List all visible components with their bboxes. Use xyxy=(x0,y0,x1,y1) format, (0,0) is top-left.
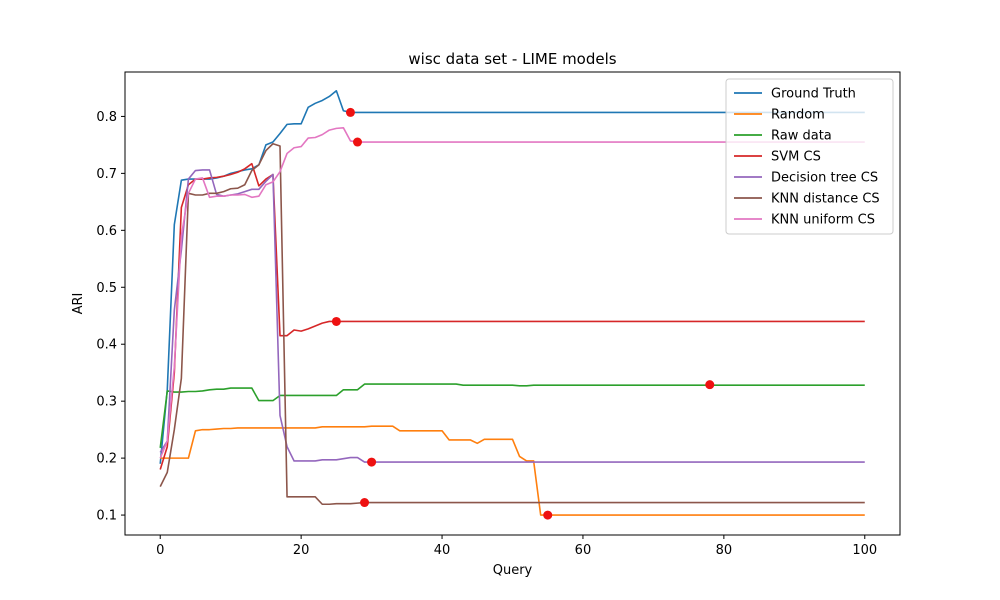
legend-label: Ground Truth xyxy=(771,87,856,102)
y-axis-ticks: 0.1 0.2 0.3 0.4 0.5 0.6 0.7 0.8 xyxy=(96,110,125,524)
x-tick-label: 40 xyxy=(434,543,451,558)
series-line-raw-data xyxy=(159,383,865,448)
y-tick-label: 0.6 xyxy=(96,224,117,239)
stop-marker-random xyxy=(543,510,553,520)
series-line-decision-tree-cs xyxy=(159,169,865,463)
y-tick-label: 0.1 xyxy=(96,509,117,524)
stop-marker-knn-uniform-cs xyxy=(353,137,362,147)
x-axis-ticks: 0 20 40 60 80 100 xyxy=(156,535,877,558)
stop-marker-knn-distance-cs xyxy=(360,498,370,508)
y-tick-label: 0.7 xyxy=(96,167,117,182)
stop-marker-decision-tree-cs xyxy=(367,457,377,467)
legend-box xyxy=(725,78,894,235)
axes-frame xyxy=(124,71,901,536)
plot-markers xyxy=(331,107,715,520)
x-tick-label: 80 xyxy=(716,543,733,558)
stop-marker-svm-cs xyxy=(331,316,341,326)
x-tick-label: 20 xyxy=(293,543,310,558)
series-line-knn-distance-cs xyxy=(159,142,865,506)
legend-label: Random xyxy=(771,108,825,123)
x-tick-label: 100 xyxy=(852,543,877,558)
x-axis-label: Query xyxy=(493,563,533,578)
stop-marker-raw-data xyxy=(705,380,715,390)
y-tick-label: 0.5 xyxy=(96,281,117,296)
series-line-random xyxy=(160,425,865,516)
y-axis-label: ARI xyxy=(71,293,86,315)
legend-label: Decision tree CS xyxy=(771,171,878,186)
legend-label: KNN uniform CS xyxy=(771,213,875,228)
legend-label: SVM CS xyxy=(771,150,821,165)
legend: Ground Truth Random Raw data SVM CS Decision… xyxy=(725,78,894,235)
stop-marker-ground-truth xyxy=(345,107,355,117)
x-tick-label: 0 xyxy=(156,543,164,558)
legend-label: Raw data xyxy=(771,129,832,144)
y-tick-label: 0.3 xyxy=(96,395,117,410)
series-line-svm-cs xyxy=(159,162,865,470)
plot-lines xyxy=(159,89,865,516)
x-tick-label: 60 xyxy=(575,543,592,558)
chart-title: wisc data set - LIME models xyxy=(408,50,616,68)
legend-label: KNN distance CS xyxy=(771,192,880,207)
y-tick-label: 0.4 xyxy=(96,338,117,353)
y-tick-label: 0.2 xyxy=(96,452,117,467)
series-line-knn-uniform-cs xyxy=(159,127,865,459)
y-tick-label: 0.8 xyxy=(96,110,117,125)
